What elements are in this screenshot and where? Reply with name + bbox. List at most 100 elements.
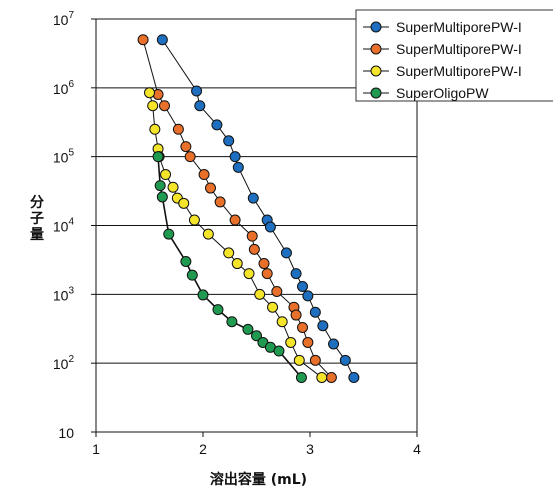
legend-item-0: SuperMultiporePW-I xyxy=(363,19,522,35)
data-point xyxy=(198,169,210,181)
y-tick-label: 105 xyxy=(53,148,75,166)
data-point xyxy=(309,306,321,318)
data-point xyxy=(280,247,292,259)
series-line-2 xyxy=(149,92,323,378)
x-axis-ticks: 1 2 3 4 xyxy=(92,432,421,457)
legend-item-2: SuperMultiporePW-I xyxy=(363,63,522,79)
data-point xyxy=(160,169,172,181)
legend-box xyxy=(355,9,553,102)
series-2 xyxy=(144,87,328,383)
series-0 xyxy=(156,34,360,383)
data-point xyxy=(158,100,170,112)
data-point xyxy=(147,100,159,112)
data-point xyxy=(247,192,259,204)
data-point xyxy=(178,197,190,209)
data-point xyxy=(267,301,279,313)
data-point xyxy=(172,123,184,135)
data-point xyxy=(290,268,302,280)
data-point xyxy=(156,191,168,203)
data-point xyxy=(204,182,216,194)
x-tick-label: 2 xyxy=(199,441,207,457)
legend-marker xyxy=(370,21,382,33)
data-point xyxy=(273,345,285,357)
data-point xyxy=(202,228,214,240)
legend-item-3: SuperOligoPW xyxy=(363,85,489,101)
data-point xyxy=(154,180,166,192)
y-tick-label: 106 xyxy=(53,79,75,97)
y-tick-label: 104 xyxy=(53,217,75,235)
legend-marker xyxy=(370,43,382,55)
y-axis-title: 分子量 xyxy=(30,195,44,243)
data-point xyxy=(316,371,328,383)
data-point xyxy=(180,141,192,153)
data-point xyxy=(325,371,337,383)
data-point xyxy=(137,34,149,46)
data-point xyxy=(295,371,307,383)
data-point xyxy=(290,309,302,321)
data-point xyxy=(184,151,196,163)
data-point xyxy=(258,258,270,270)
data-point xyxy=(261,268,273,280)
legend-label: SuperMultiporePW-I xyxy=(396,63,522,79)
legend-marker xyxy=(370,65,382,77)
data-point xyxy=(297,280,309,292)
data-point xyxy=(223,135,235,147)
legend-label: SuperOligoPW xyxy=(396,85,489,101)
data-point xyxy=(302,336,314,348)
data-point xyxy=(348,371,360,383)
data-point xyxy=(328,338,340,350)
data-point xyxy=(271,285,283,297)
x-tick-label: 3 xyxy=(306,441,314,457)
grid xyxy=(96,87,417,364)
legend: SuperMultiporePW-I SuperMultiporePW-I Supe… xyxy=(355,9,553,102)
data-point xyxy=(276,316,288,328)
x-axis-title: 溶出容量 (mL) xyxy=(210,471,307,488)
data-point xyxy=(232,161,244,173)
data-point xyxy=(285,336,297,348)
x-tick-label: 4 xyxy=(413,441,421,457)
data-point xyxy=(180,255,192,267)
data-point xyxy=(149,123,161,135)
series-1 xyxy=(137,34,337,383)
data-point xyxy=(302,290,314,302)
series-line-3 xyxy=(157,156,303,378)
legend-marker xyxy=(370,87,382,99)
data-point xyxy=(242,323,254,335)
data-point xyxy=(152,151,164,163)
data-point xyxy=(246,230,258,242)
data-point xyxy=(167,181,179,193)
data-point xyxy=(194,100,206,112)
data-point xyxy=(144,87,155,99)
data-point xyxy=(229,214,241,226)
data-point xyxy=(188,214,200,226)
data-point xyxy=(191,85,203,97)
y-tick-label: 103 xyxy=(53,285,75,303)
y-tick-label: 10 xyxy=(58,425,74,441)
data-point xyxy=(317,320,329,332)
data-point xyxy=(229,151,241,163)
data-point xyxy=(293,354,305,366)
data-point xyxy=(264,221,276,233)
data-point xyxy=(223,247,235,259)
series-3 xyxy=(152,151,307,383)
data-point xyxy=(231,258,243,270)
data-point xyxy=(251,330,262,342)
data-point xyxy=(156,34,168,46)
data-point xyxy=(214,196,226,208)
y-tick-label: 102 xyxy=(53,354,75,372)
data-point xyxy=(226,316,238,328)
data-point xyxy=(211,119,223,131)
data-point xyxy=(163,228,175,240)
data-point xyxy=(309,354,321,366)
data-point xyxy=(254,288,266,300)
series-layer xyxy=(137,34,360,383)
data-point xyxy=(186,269,198,281)
legend-item-1: SuperMultiporePW-I xyxy=(363,41,522,57)
data-point xyxy=(212,304,224,316)
data-point xyxy=(243,268,255,280)
data-point xyxy=(248,243,260,255)
y-tick-label: 107 xyxy=(53,10,75,28)
legend-label: SuperMultiporePW-I xyxy=(396,19,522,35)
data-point xyxy=(297,321,309,333)
